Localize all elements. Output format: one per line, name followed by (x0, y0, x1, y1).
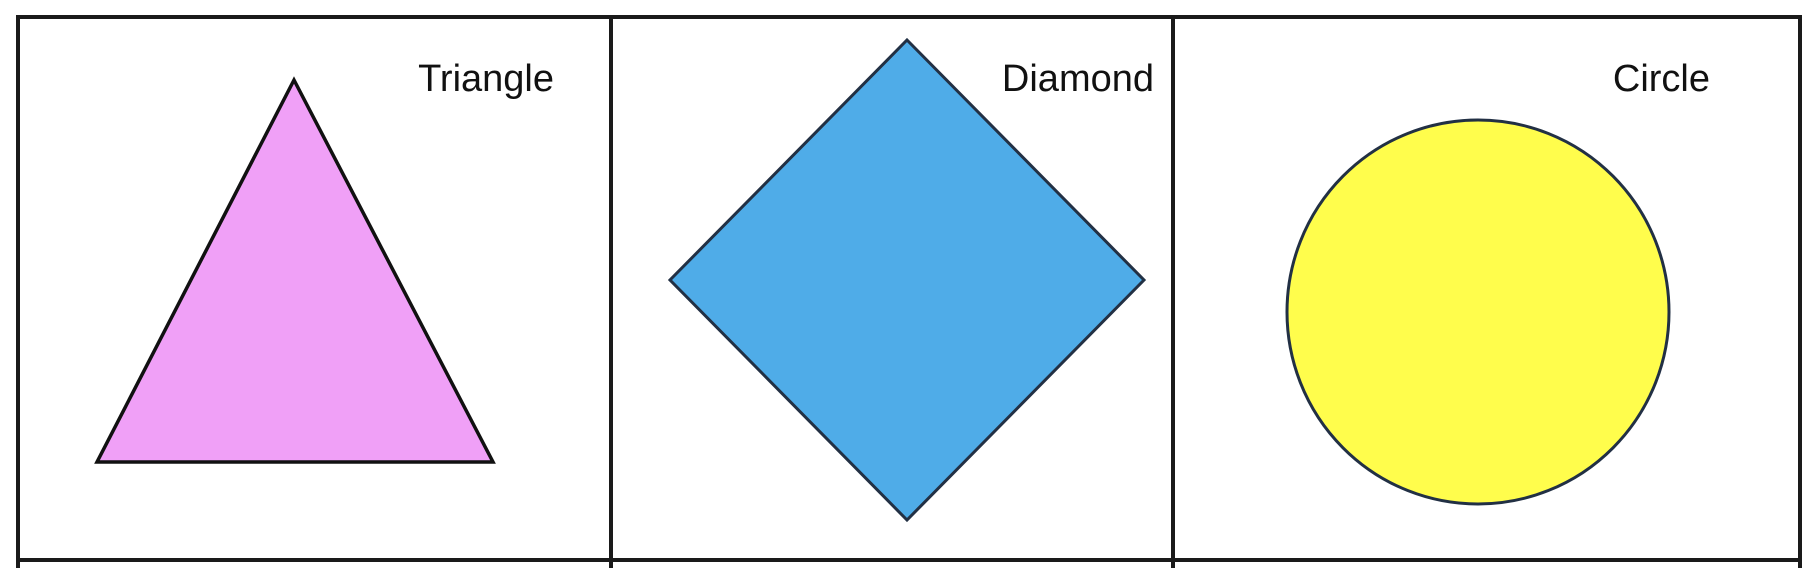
diamond-shape (670, 40, 1144, 520)
diamond-label: Diamond (950, 56, 1154, 102)
circle-shape (1287, 120, 1669, 504)
triangle-label: Triangle (380, 56, 554, 102)
triangle-shape (97, 80, 493, 462)
circle-label: Circle (1560, 56, 1710, 102)
